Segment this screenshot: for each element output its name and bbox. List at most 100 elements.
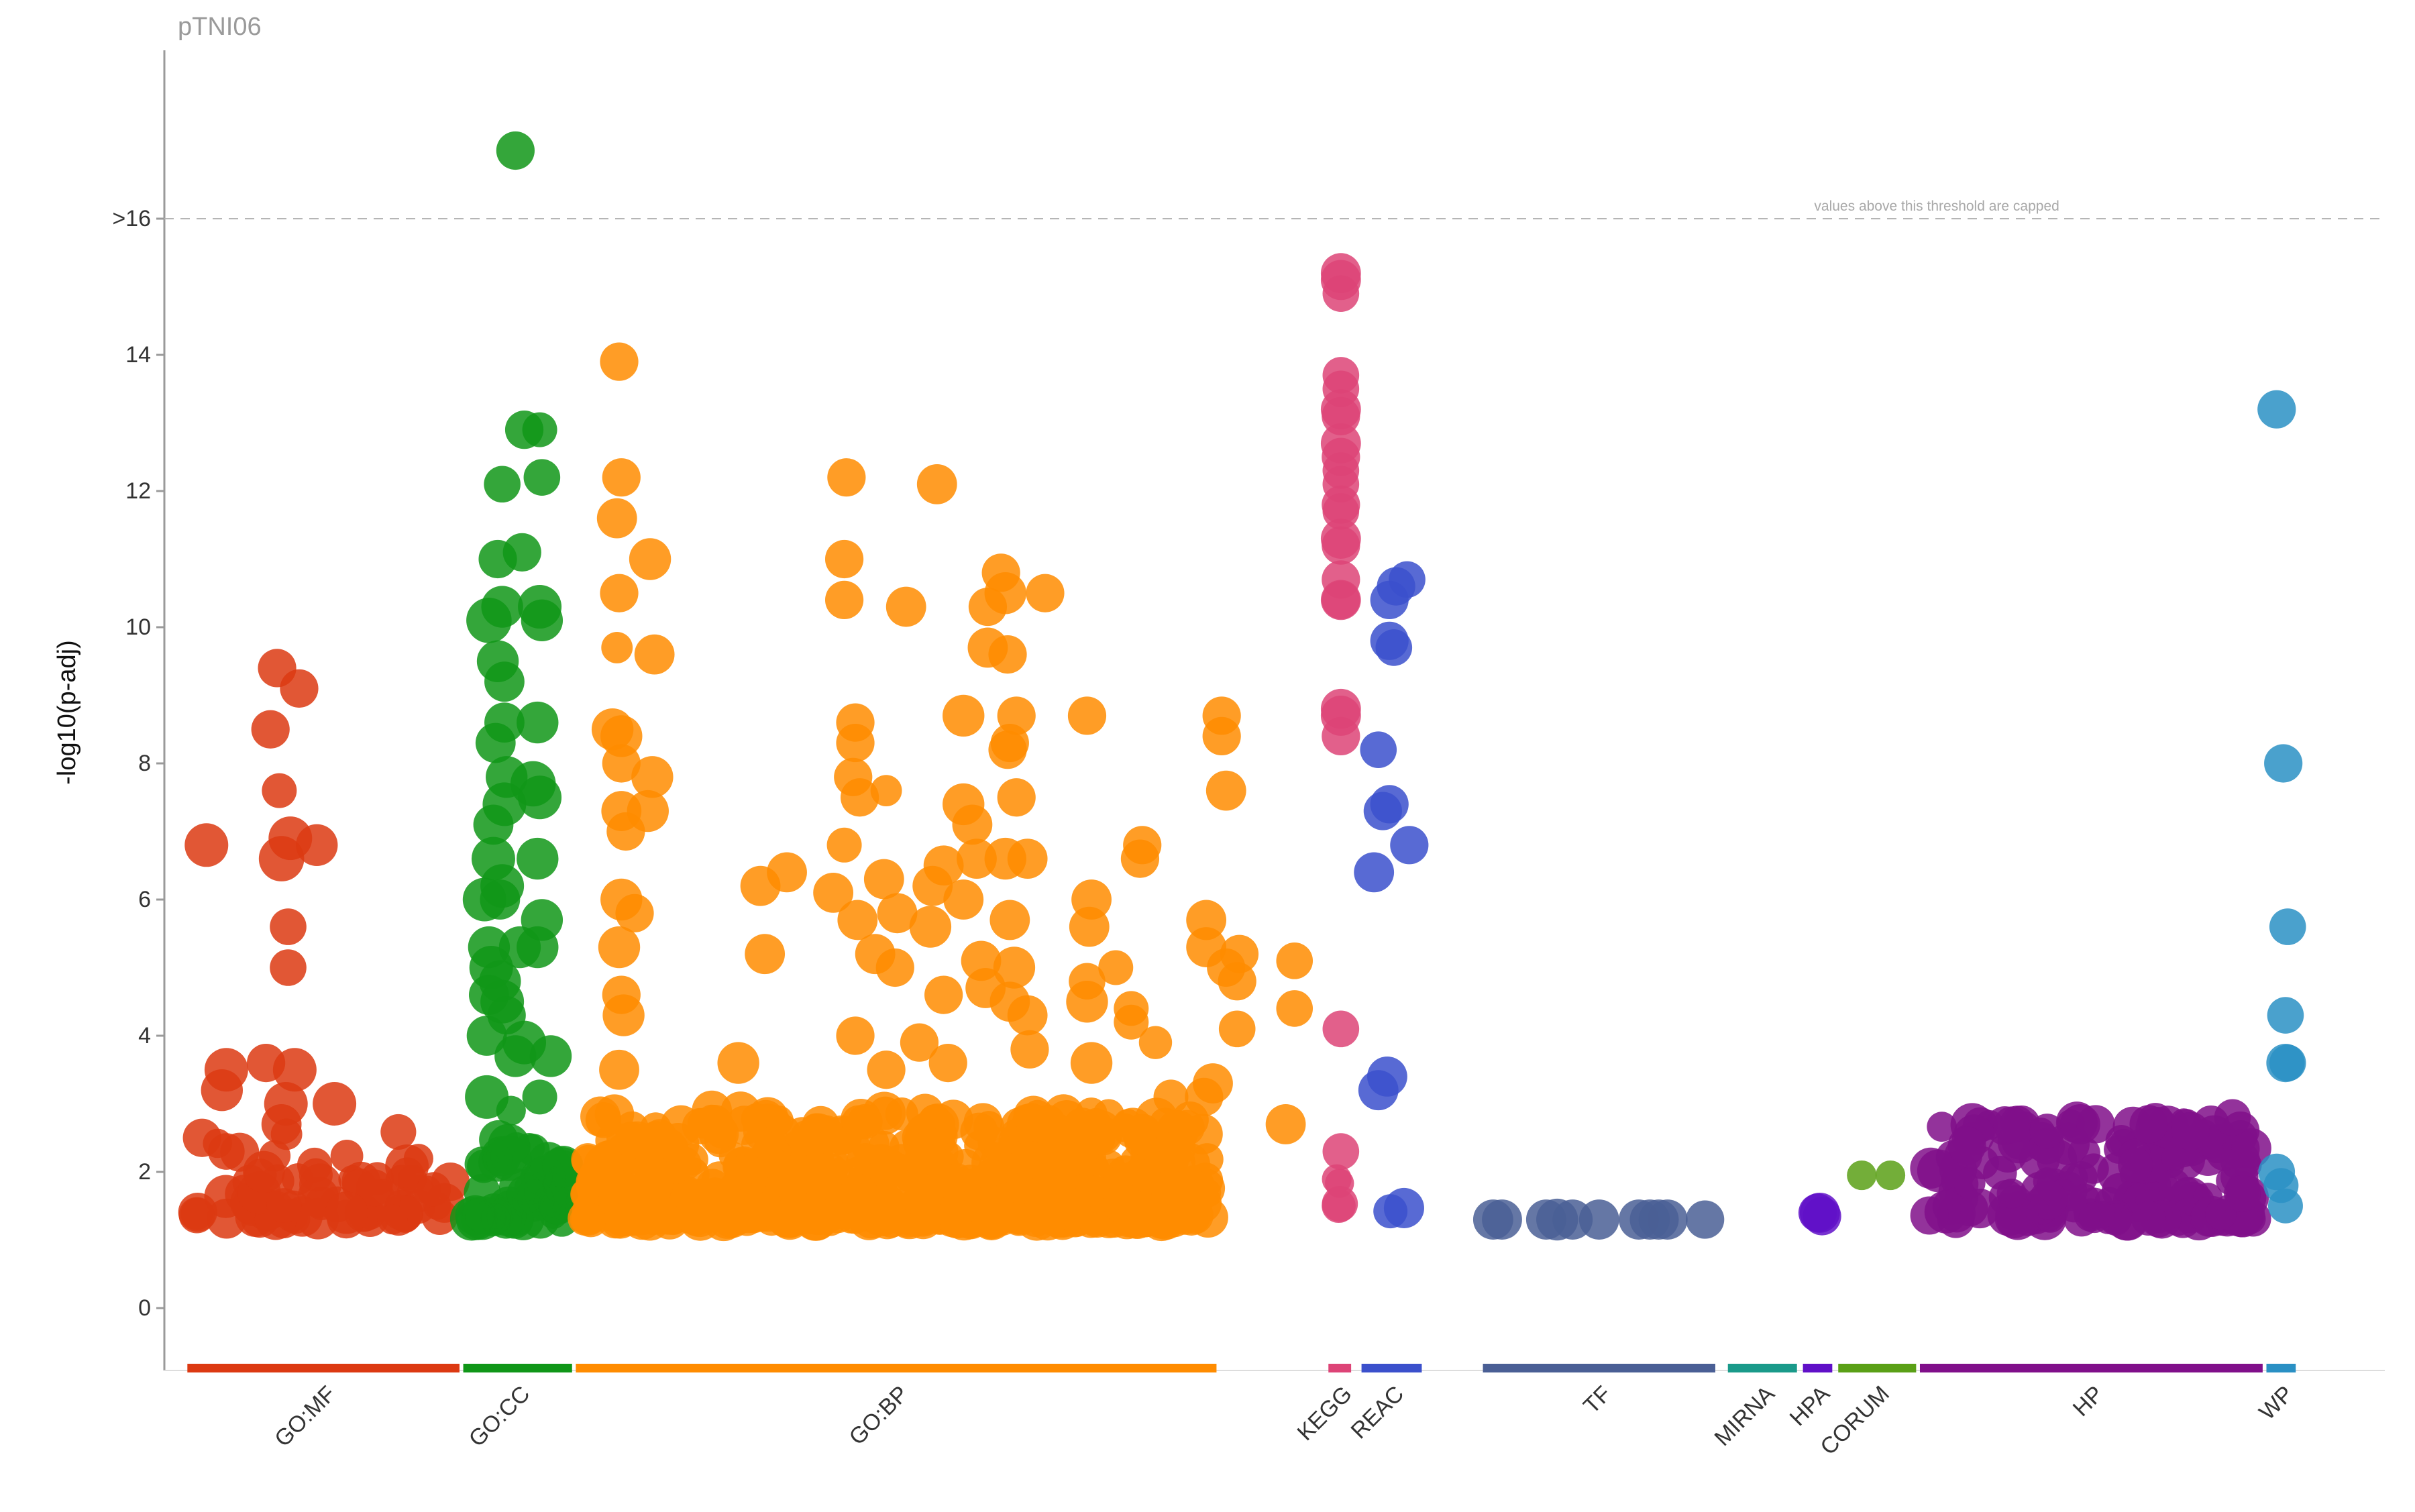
data-point[interactable] [1686,1200,1725,1239]
data-point[interactable] [629,538,672,580]
data-point[interactable] [2269,1044,2306,1081]
data-point[interactable] [1114,1004,1149,1040]
data-point[interactable] [538,1186,576,1224]
data-point[interactable] [2231,1128,2271,1169]
data-point[interactable] [1138,1026,1173,1059]
data-point[interactable] [1875,1160,1906,1191]
data-point[interactable] [2257,390,2296,429]
data-point[interactable] [356,1169,393,1207]
data-point[interactable] [791,1120,822,1151]
data-point[interactable] [1026,574,1065,612]
data-point[interactable] [1007,995,1048,1036]
data-point[interactable] [580,1096,621,1137]
data-point[interactable] [270,949,307,986]
data-point[interactable] [2078,1201,2110,1234]
data-point[interactable] [251,710,290,749]
data-point[interactable] [2029,1114,2065,1149]
data-point[interactable] [968,587,1008,627]
data-point[interactable] [1647,1199,1688,1240]
data-point[interactable] [764,1105,794,1135]
data-point[interactable] [258,836,305,881]
data-point[interactable] [1993,1106,2031,1144]
data-point[interactable] [596,498,637,539]
data-point[interactable] [2118,1147,2153,1183]
data-point[interactable] [1067,696,1107,735]
data-point[interactable] [900,1023,939,1062]
data-point[interactable] [2267,997,2304,1034]
data-point[interactable] [1010,1030,1049,1069]
data-point[interactable] [296,824,338,867]
data-point[interactable] [484,702,525,743]
data-point[interactable] [1202,716,1241,755]
data-point[interactable] [1322,275,1360,312]
data-point[interactable] [795,1152,839,1197]
data-point[interactable] [916,464,957,504]
data-point[interactable] [1996,1197,2039,1240]
data-point[interactable] [1960,1188,2000,1229]
data-point[interactable] [1910,1196,1949,1235]
data-point[interactable] [599,1049,639,1090]
data-point[interactable] [952,804,993,845]
data-point[interactable] [2131,1201,2166,1236]
data-point[interactable] [863,859,904,900]
data-point[interactable] [270,908,307,945]
data-point[interactable] [1996,1179,2027,1209]
data-point[interactable] [867,1050,906,1089]
data-point[interactable] [584,1144,625,1185]
data-point[interactable] [943,879,984,920]
data-point[interactable] [827,458,866,497]
data-point[interactable] [2068,1136,2100,1170]
data-point[interactable] [627,790,669,832]
data-point[interactable] [486,1135,532,1181]
data-point[interactable] [602,744,641,783]
data-point[interactable] [473,804,514,845]
data-point[interactable] [632,1163,674,1205]
data-point[interactable] [466,1016,507,1056]
data-point[interactable] [1322,1010,1360,1048]
data-point[interactable] [261,1104,302,1144]
data-point[interactable] [826,827,862,863]
data-point[interactable] [839,1174,878,1212]
data-point[interactable] [942,1163,973,1194]
data-point[interactable] [1803,1197,1841,1236]
data-point[interactable] [2264,744,2303,783]
data-point[interactable] [2205,1198,2237,1230]
data-point[interactable] [885,586,926,627]
data-point[interactable] [600,574,639,612]
data-point[interactable] [598,926,641,969]
data-point[interactable] [1375,629,1413,666]
data-point[interactable] [1218,962,1256,1001]
data-point[interactable] [517,701,559,744]
data-point[interactable] [601,632,633,663]
data-point[interactable] [502,533,541,572]
data-point[interactable] [494,1035,537,1077]
data-point[interactable] [1847,1160,1877,1191]
data-point[interactable] [1322,1133,1360,1170]
data-point[interactable] [484,661,525,702]
data-point[interactable] [1193,1178,1222,1207]
data-point[interactable] [523,459,561,496]
data-point[interactable] [909,906,952,948]
data-point[interactable] [1322,716,1360,755]
data-point[interactable] [837,900,878,940]
data-point[interactable] [824,539,864,579]
data-point[interactable] [266,1188,302,1223]
data-point[interactable] [600,342,639,381]
data-point[interactable] [1120,839,1160,878]
data-point[interactable] [989,900,1030,940]
data-point[interactable] [1322,396,1360,435]
data-point[interactable] [1390,826,1429,865]
data-point[interactable] [178,1197,215,1234]
data-point[interactable] [634,634,675,675]
data-point[interactable] [2076,1105,2115,1144]
data-point[interactable] [2158,1169,2191,1201]
data-point[interactable] [602,458,641,497]
data-point[interactable] [717,1042,759,1084]
data-point[interactable] [1927,1112,1957,1142]
data-point[interactable] [280,669,319,708]
data-point[interactable] [878,1165,912,1197]
data-point[interactable] [988,635,1027,674]
data-point[interactable] [602,994,645,1036]
data-point[interactable] [1153,1079,1189,1115]
data-point[interactable] [943,694,985,737]
